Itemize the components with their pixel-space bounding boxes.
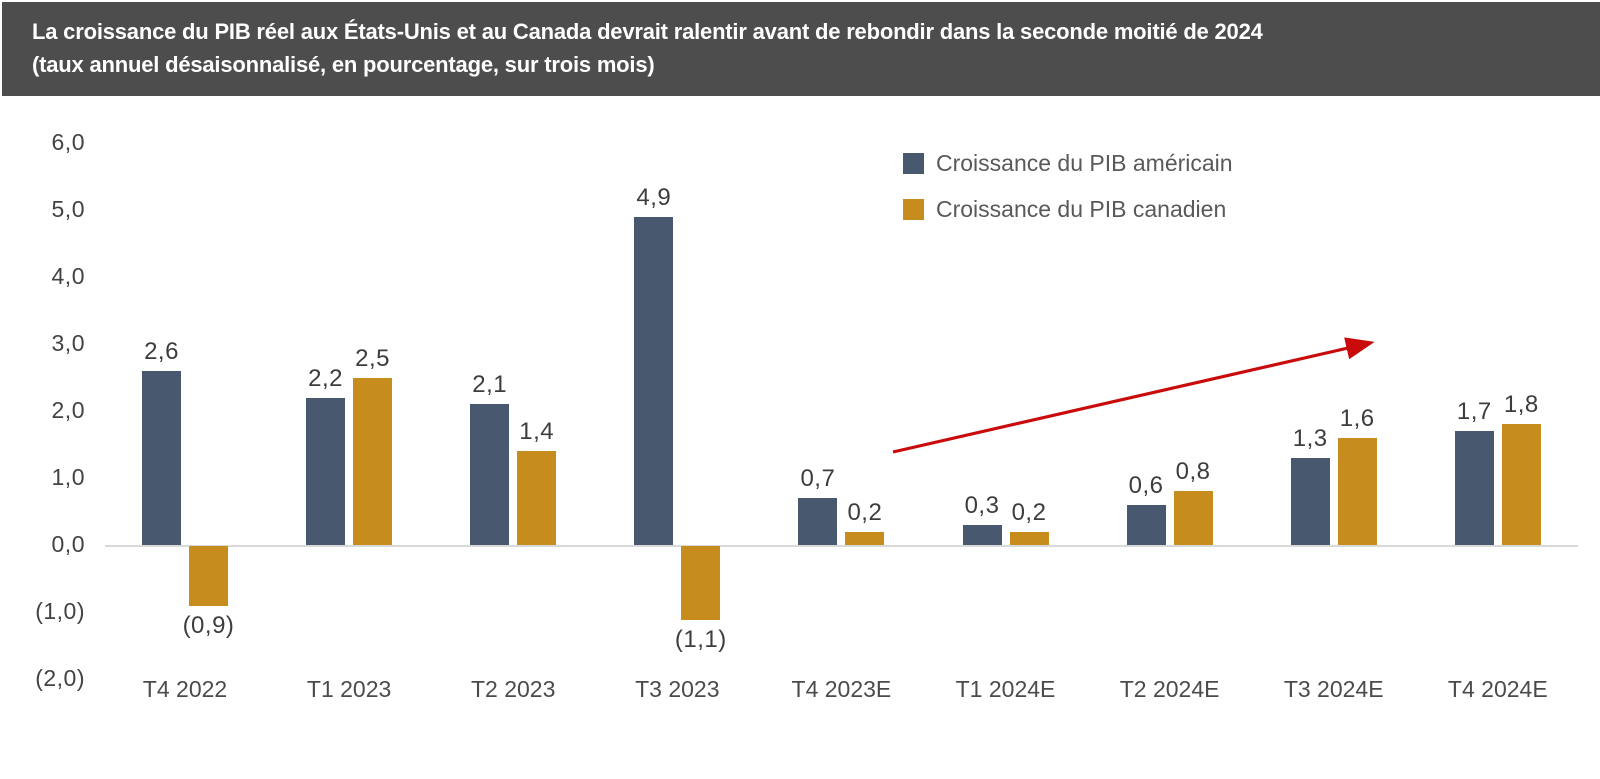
bar-value-label: 0,2 xyxy=(1011,498,1047,526)
x-axis-label: T3 2024E xyxy=(1283,676,1384,702)
ca-gdp-bar-t3-2023 xyxy=(681,546,721,620)
us-gdp-bar-t2-2023 xyxy=(470,404,510,545)
bar-value-label: 0,6 xyxy=(1128,471,1164,499)
chart-subtitle: (taux annuel désaisonnalisé, en pourcent… xyxy=(32,52,655,77)
legend: Croissance du PIB américain Croissance du… xyxy=(903,150,1233,223)
us-gdp-bar-t3-2024e xyxy=(1290,457,1330,545)
ca-gdp-bar-t3-2024e xyxy=(1337,437,1377,545)
x-axis-label: T1 2023 xyxy=(306,676,392,702)
y-tick-label: 4,0 xyxy=(51,263,85,289)
legend-swatch-us-icon xyxy=(903,153,924,174)
y-tick-label: 6,0 xyxy=(51,129,85,155)
us-gdp-bar-t1-2023 xyxy=(306,397,346,545)
y-tick-label: 1,0 xyxy=(51,464,85,490)
x-axis-label: T3 2023 xyxy=(635,676,720,702)
bar-value-label: 2,1 xyxy=(472,371,508,399)
x-axis-label: T4 2023E xyxy=(791,676,892,702)
bar-value-label: 1,3 xyxy=(1292,424,1328,452)
legend-item: Croissance du PIB américain xyxy=(903,150,1233,177)
us-gdp-bar-t2-2024e xyxy=(1126,504,1166,545)
x-axis-label: T4 2024E xyxy=(1447,676,1548,702)
y-tick-label: (2,0) xyxy=(35,665,85,691)
bar-value-label: (0,9) xyxy=(182,612,235,640)
chart-title: La croissance du PIB réel aux États-Unis… xyxy=(32,19,1263,44)
x-axis-label: T2 2023 xyxy=(470,676,556,702)
y-tick-label: 0,0 xyxy=(51,531,85,557)
bar-value-label: 2,2 xyxy=(308,364,344,392)
bar-value-label: 1,8 xyxy=(1503,391,1539,419)
bar-value-label: 4,9 xyxy=(636,183,672,211)
us-gdp-bar-t4-2023e xyxy=(798,498,838,545)
legend-item: Croissance du PIB canadien xyxy=(903,196,1233,223)
bar-value-label: 0,7 xyxy=(800,465,836,493)
ca-gdp-bar-t2-2024e xyxy=(1173,491,1213,545)
bar-value-label: 0,3 xyxy=(964,491,1000,519)
x-axis-label: T4 2022 xyxy=(142,676,228,702)
ca-gdp-bar-t4-2022 xyxy=(189,546,228,607)
bar-value-label: 2,6 xyxy=(144,337,179,365)
us-gdp-bar-t1-2024e xyxy=(962,524,1002,545)
y-tick-label: 3,0 xyxy=(51,330,85,356)
ca-gdp-bar-t1-2024e xyxy=(1009,531,1049,545)
x-axis-label: T1 2024E xyxy=(955,676,1056,702)
bar-value-label: (1,1) xyxy=(674,625,727,653)
x-axis-label: T2 2024E xyxy=(1119,676,1220,702)
legend-swatch-canada-icon xyxy=(903,199,924,220)
ca-gdp-bar-t2-2023 xyxy=(517,451,557,545)
zero-axis-line xyxy=(105,545,1578,547)
y-tick-label: 2,0 xyxy=(51,397,85,423)
chart-title-bar: La croissance du PIB réel aux États-Unis… xyxy=(2,2,1600,96)
us-gdp-bar-t4-2022 xyxy=(142,370,181,545)
us-gdp-bar-t3-2023 xyxy=(634,216,674,545)
ca-gdp-bar-t4-2024e xyxy=(1501,424,1541,545)
ca-gdp-bar-t4-2023e xyxy=(845,531,885,545)
bar-value-label: 1,4 xyxy=(519,418,555,446)
bar-value-label: 2,5 xyxy=(355,344,391,372)
y-tick-label: (1,0) xyxy=(35,598,85,624)
bar-value-label: 0,2 xyxy=(847,498,883,526)
trend-arrow-icon xyxy=(892,337,1375,454)
ca-gdp-bar-t1-2023 xyxy=(353,377,393,545)
legend-label: Croissance du PIB canadien xyxy=(936,196,1227,222)
us-gdp-bar-t4-2024e xyxy=(1454,431,1494,545)
bar-value-label: 0,8 xyxy=(1175,458,1211,486)
legend-label: Croissance du PIB américain xyxy=(936,150,1233,176)
bar-value-label: 1,6 xyxy=(1339,404,1375,432)
y-tick-label: 5,0 xyxy=(51,196,85,222)
bar-value-label: 1,7 xyxy=(1456,398,1492,426)
